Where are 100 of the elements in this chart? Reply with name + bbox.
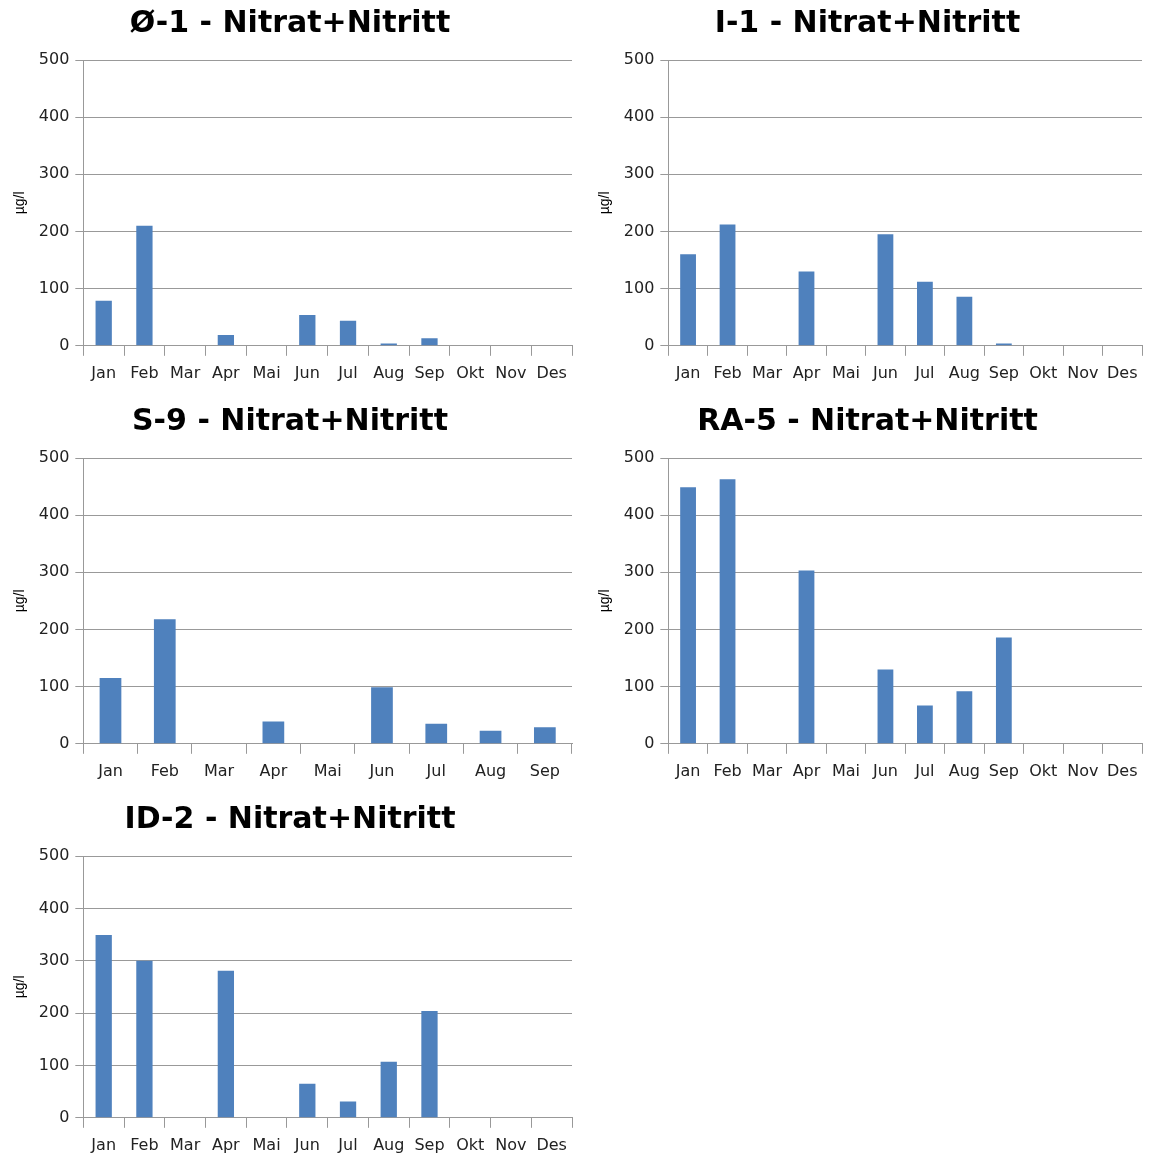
x-tick-label: Jul — [337, 1134, 358, 1154]
x-tick-label: Jan — [674, 760, 701, 780]
y-tick-label: 0 — [644, 732, 655, 752]
x-tick-label: Jun — [293, 1134, 320, 1154]
x-tick-label: Des — [536, 1134, 567, 1154]
x-tick-label: Apr — [792, 760, 821, 780]
bar — [798, 271, 815, 346]
bar — [153, 619, 176, 744]
x-tick-label: Okt — [456, 1134, 485, 1154]
x-tick-label: Feb — [150, 760, 179, 780]
bar — [99, 678, 122, 744]
bar — [95, 300, 112, 346]
y-tick-label: 100 — [623, 277, 655, 297]
x-tick-label: Des — [1107, 760, 1138, 780]
y-tick-label: 400 — [38, 106, 70, 126]
x-tick-label: Feb — [130, 1134, 159, 1154]
y-axis-title: µg/l — [596, 589, 613, 613]
y-tick-label: 300 — [623, 561, 655, 581]
x-tick-label: Okt — [456, 362, 485, 382]
x-tick-label: Nov — [495, 362, 527, 382]
y-tick-label: 0 — [59, 1106, 70, 1126]
x-tick-label: Feb — [713, 362, 742, 382]
bar — [877, 234, 894, 346]
y-tick-label: 100 — [38, 277, 70, 297]
bar — [956, 691, 973, 744]
y-axis-title: µg/l — [11, 975, 28, 999]
x-tick-label: Jan — [674, 362, 701, 382]
bar — [680, 254, 696, 346]
x-tick-label: Mai — [313, 760, 342, 780]
x-tick-label: Aug — [948, 362, 980, 382]
bar — [299, 1083, 316, 1118]
y-tick-label: 300 — [38, 561, 70, 581]
x-tick-label: Des — [1107, 362, 1138, 382]
x-tick-label: Mai — [252, 1134, 281, 1154]
x-tick-label: Mar — [170, 362, 201, 382]
x-tick-label: Apr — [259, 760, 288, 780]
x-tick-label: Nov — [1067, 362, 1099, 382]
y-tick-label: 400 — [623, 106, 655, 126]
y-axis-title: µg/l — [11, 191, 28, 215]
bar — [421, 1010, 438, 1118]
x-tick-label: Okt — [1029, 760, 1058, 780]
y-tick-label: 500 — [623, 49, 655, 69]
x-tick-label: Mar — [751, 362, 783, 382]
y-tick-label: 100 — [623, 675, 655, 695]
x-tick-label: Sep — [529, 760, 560, 780]
x-tick-label: Jul — [914, 362, 935, 382]
y-tick-label: 500 — [38, 49, 70, 69]
x-tick-label: Jun — [871, 760, 898, 780]
x-tick-label: Jan — [90, 362, 117, 382]
x-tick-label: Apr — [212, 362, 241, 382]
x-tick-label: Jul — [914, 760, 935, 780]
bar — [262, 721, 285, 744]
bar — [421, 338, 438, 346]
x-tick-label: Mai — [831, 760, 860, 780]
x-tick-label: Jul — [425, 760, 446, 780]
x-tick-label: Feb — [713, 760, 742, 780]
x-tick-label: Mai — [831, 362, 860, 382]
x-tick-label: Mar — [170, 1134, 201, 1154]
bar — [217, 970, 235, 1118]
x-tick-label: Apr — [792, 362, 821, 382]
y-tick-label: 400 — [38, 897, 70, 917]
x-tick-label: Jun — [368, 760, 395, 780]
y-tick-label: 200 — [38, 1002, 70, 1022]
y-tick-label: 300 — [38, 163, 70, 183]
y-tick-label: 300 — [38, 949, 70, 969]
bar — [680, 487, 696, 744]
chart-title: Ø-1 - Nitrat+Nitritt — [129, 3, 451, 39]
bar — [798, 570, 815, 744]
x-tick-label: Aug — [948, 760, 980, 780]
bar — [217, 334, 235, 346]
bar — [719, 224, 736, 346]
x-tick-label: Des — [536, 362, 567, 382]
bar — [371, 687, 393, 744]
y-tick-label: 100 — [38, 1054, 70, 1074]
y-tick-label: 200 — [623, 618, 655, 638]
bar — [995, 637, 1012, 744]
y-tick-label: 200 — [623, 220, 655, 240]
x-tick-label: Sep — [414, 362, 445, 382]
bar — [380, 1061, 397, 1118]
y-tick-label: 500 — [623, 447, 655, 467]
chart-title: RA-5 - Nitrat+Nitritt — [697, 401, 1038, 437]
x-tick-label: Jul — [337, 362, 358, 382]
bar — [136, 960, 153, 1118]
y-tick-label: 0 — [59, 334, 70, 354]
y-tick-label: 400 — [623, 504, 655, 524]
x-tick-label: Jan — [97, 760, 123, 780]
y-tick-label: 100 — [38, 675, 70, 695]
y-tick-label: 0 — [644, 334, 655, 354]
y-tick-label: 300 — [623, 163, 655, 183]
y-axis-title: µg/l — [11, 589, 28, 613]
x-tick-label: Aug — [373, 362, 405, 382]
y-tick-label: 500 — [38, 845, 70, 865]
y-tick-label: 400 — [38, 504, 70, 524]
x-tick-label: Feb — [130, 362, 159, 382]
x-tick-label: Nov — [1067, 760, 1099, 780]
y-tick-label: 0 — [59, 732, 70, 752]
bar — [719, 479, 736, 744]
x-tick-label: Sep — [988, 362, 1019, 382]
y-axis-title: µg/l — [596, 191, 613, 215]
x-tick-label: Aug — [474, 760, 507, 780]
